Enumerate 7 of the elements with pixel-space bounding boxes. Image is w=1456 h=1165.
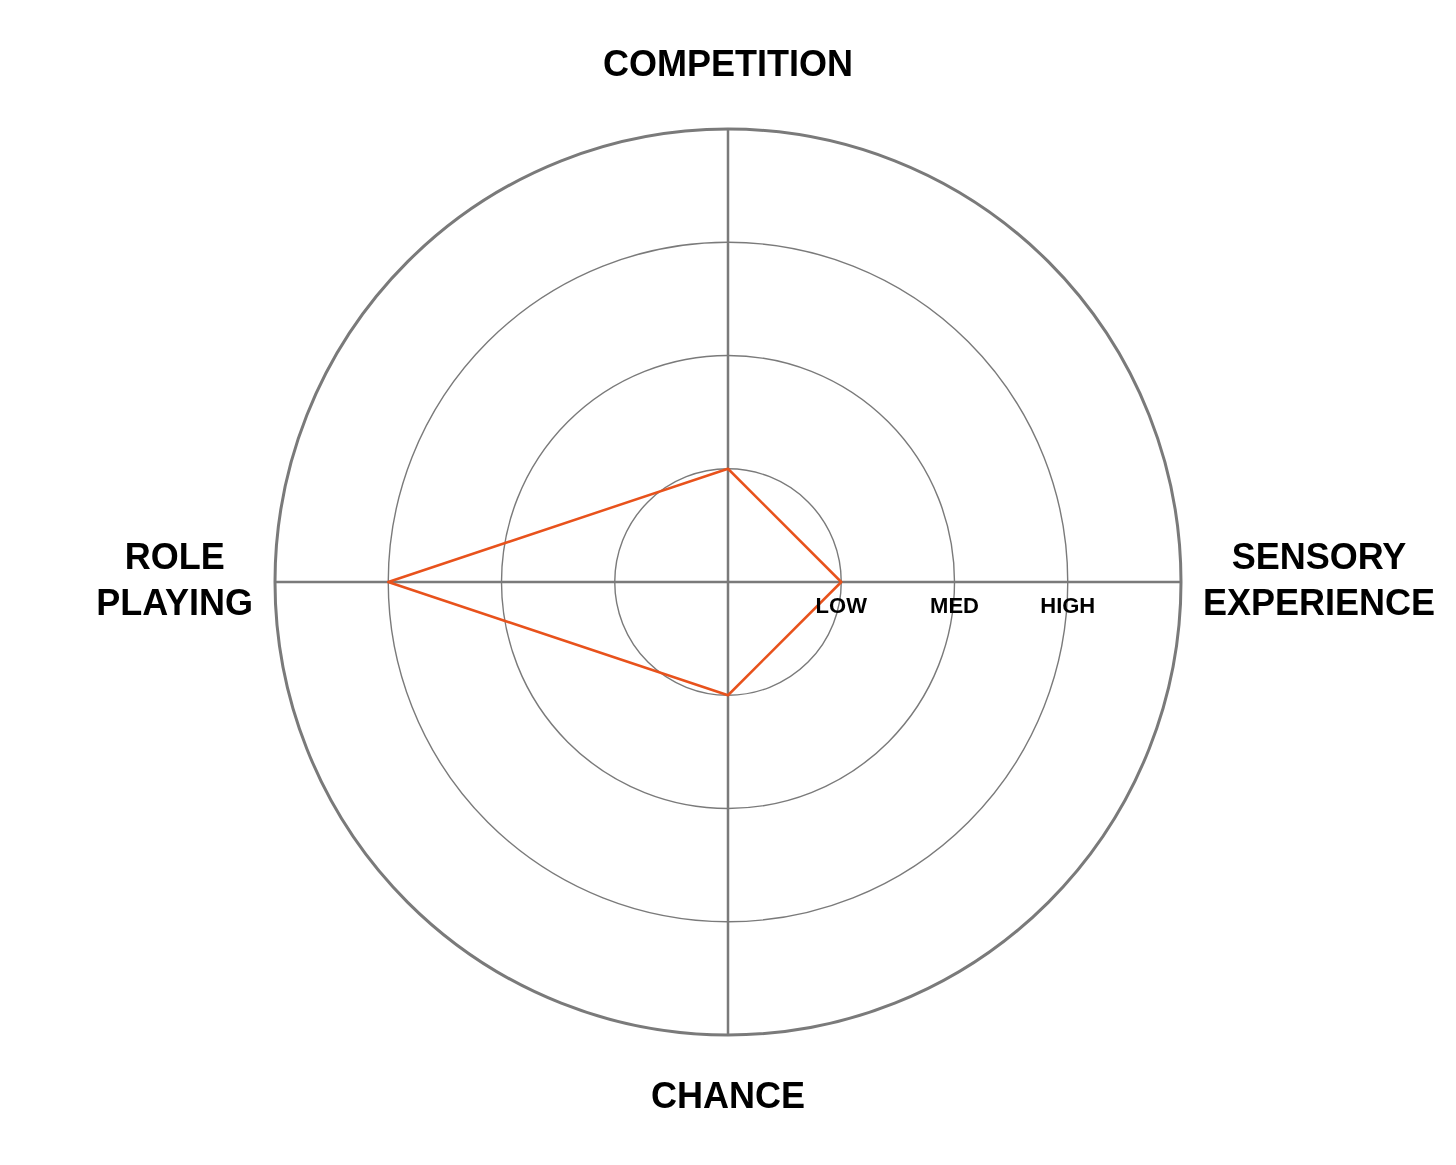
y-tick-label: HIGH <box>1040 593 1096 619</box>
spoke-label: SENSORY EXPERIENCE <box>1202 535 1436 623</box>
spoke-label: CHANCE <box>650 1074 806 1116</box>
y-tick-label: LOW <box>815 593 868 619</box>
spoke-label: ROLE PLAYING <box>96 535 253 623</box>
y-tick-label: MED <box>930 593 979 619</box>
spoke-label: COMPETITION <box>603 42 853 84</box>
